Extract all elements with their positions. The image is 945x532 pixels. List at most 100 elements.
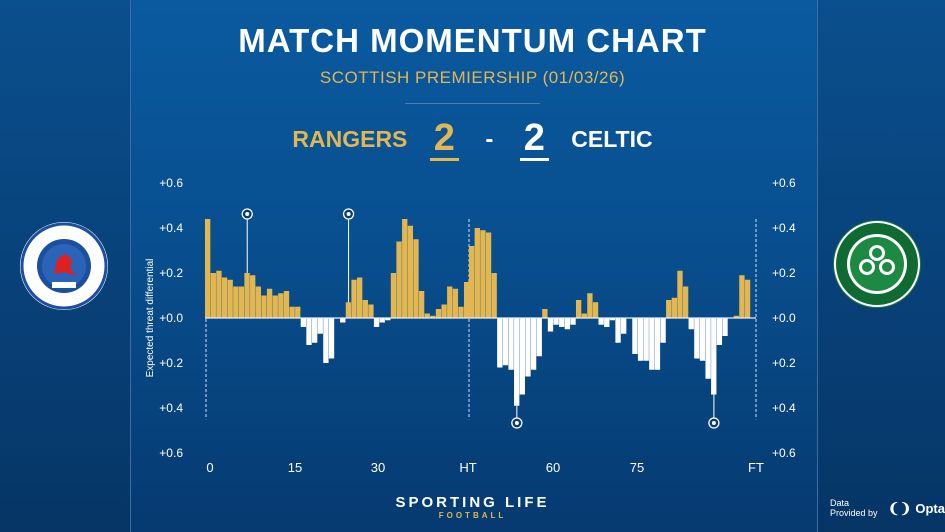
momentum-bar [587,293,593,318]
y-tick-label: +0.6 [159,176,183,190]
momentum-bar [581,313,587,318]
momentum-bar [317,318,323,334]
momentum-bar [345,302,352,318]
y-tick-label: +0.4 [772,221,796,235]
momentum-bar [677,270,683,318]
momentum-bar [632,318,638,354]
momentum-bar [250,275,256,318]
momentum-bar [592,302,599,318]
page-title: MATCH MOMENTUM CHART [238,22,707,59]
momentum-bar [598,318,604,325]
momentum-bar [379,318,385,323]
momentum-bar [491,273,497,318]
goal-ball-icon-center [514,421,519,425]
y-tick-label: +0.2 [159,356,183,370]
momentum-bar [396,241,402,318]
momentum-bar [744,279,751,318]
momentum-bar [328,318,335,359]
opta-logo-icon: ❨❩ [887,499,912,516]
momentum-bar [694,318,700,359]
momentum-bar [480,230,486,318]
momentum-bar [666,300,672,318]
momentum-bar [390,273,397,318]
momentum-bar [340,318,346,323]
y-tick-label: +0.4 [772,401,796,415]
x-tick-label: HT [459,460,476,475]
y-tick-label: +0.2 [772,266,796,280]
momentum-bar [525,318,531,377]
momentum-bar [306,318,312,345]
momentum-bar [508,318,514,370]
momentum-bar [705,318,711,379]
momentum-bar [553,318,559,325]
y-tick-label: +0.2 [159,266,183,280]
momentum-bar [536,318,542,357]
momentum-bar [210,273,216,318]
celtic-crest-logo [833,220,921,308]
momentum-bar [654,318,661,370]
momentum-bar [216,270,222,318]
goal-ball-icon-center [711,421,716,425]
momentum-bar [435,309,442,318]
momentum-bar [295,306,301,318]
x-tick-label: 15 [288,460,302,475]
momentum-bar [463,282,470,318]
momentum-bar [733,315,739,318]
momentum-bar [682,286,689,318]
momentum-bar [300,318,307,327]
y-tick-label: +0.2 [772,356,796,370]
momentum-bar [418,291,425,318]
momentum-bar [283,291,290,318]
sporting-life-logo: SPORTING LIFE FOOTBALL [0,494,945,520]
momentum-bar [413,239,419,318]
momentum-bar [447,286,453,318]
momentum-bar [424,313,430,318]
momentum-bar [542,309,548,318]
momentum-bar [205,219,211,318]
data-credit-text: Data Provided by [830,498,878,518]
momentum-bar [244,273,250,318]
momentum-bar [688,318,694,330]
x-tick-label: 0 [206,460,213,475]
goal-ball-icon-center [346,212,351,216]
momentum-bar [255,286,261,318]
momentum-bar [452,288,459,318]
scoreline: RANGERS 2 - 2 CELTIC [0,118,945,161]
momentum-bar [469,246,475,318]
momentum-bar [227,279,233,318]
momentum-bar [547,318,554,332]
momentum-bar [323,318,329,363]
x-tick-label: 75 [630,460,644,475]
momentum-bar [699,318,706,361]
momentum-bar [497,318,503,368]
momentum-bar [519,318,525,395]
goal-ball-icon-center [245,212,250,216]
momentum-bar [474,228,480,318]
momentum-bar [458,306,464,318]
momentum-bar [722,318,728,336]
y-tick-label: +0.4 [159,221,183,235]
momentum-bar [502,318,509,366]
away-score: 2 [519,118,549,161]
momentum-bar [357,277,363,318]
y-tick-label: +0.6 [772,176,796,190]
data-credit: Data Provided by ❨❩ Opta [830,498,945,518]
y-tick-label: +0.6 [772,446,796,460]
momentum-bar [373,318,380,327]
momentum-bar [716,318,723,345]
momentum-bar [441,304,447,318]
momentum-bar [564,318,571,330]
x-tick-label: FT [748,460,764,475]
momentum-bar [609,318,616,321]
momentum-bar [402,219,408,318]
momentum-bar [615,318,621,343]
home-score: 2 [429,118,459,161]
away-team-name: CELTIC [571,126,653,152]
y-axis-label: Expected threat differential [145,259,156,378]
x-tick-label: 30 [371,460,385,475]
momentum-bar [637,318,644,361]
momentum-bar [621,318,627,334]
momentum-bar [604,318,610,327]
rangers-crest-logo [20,222,108,310]
momentum-bar [261,295,267,318]
